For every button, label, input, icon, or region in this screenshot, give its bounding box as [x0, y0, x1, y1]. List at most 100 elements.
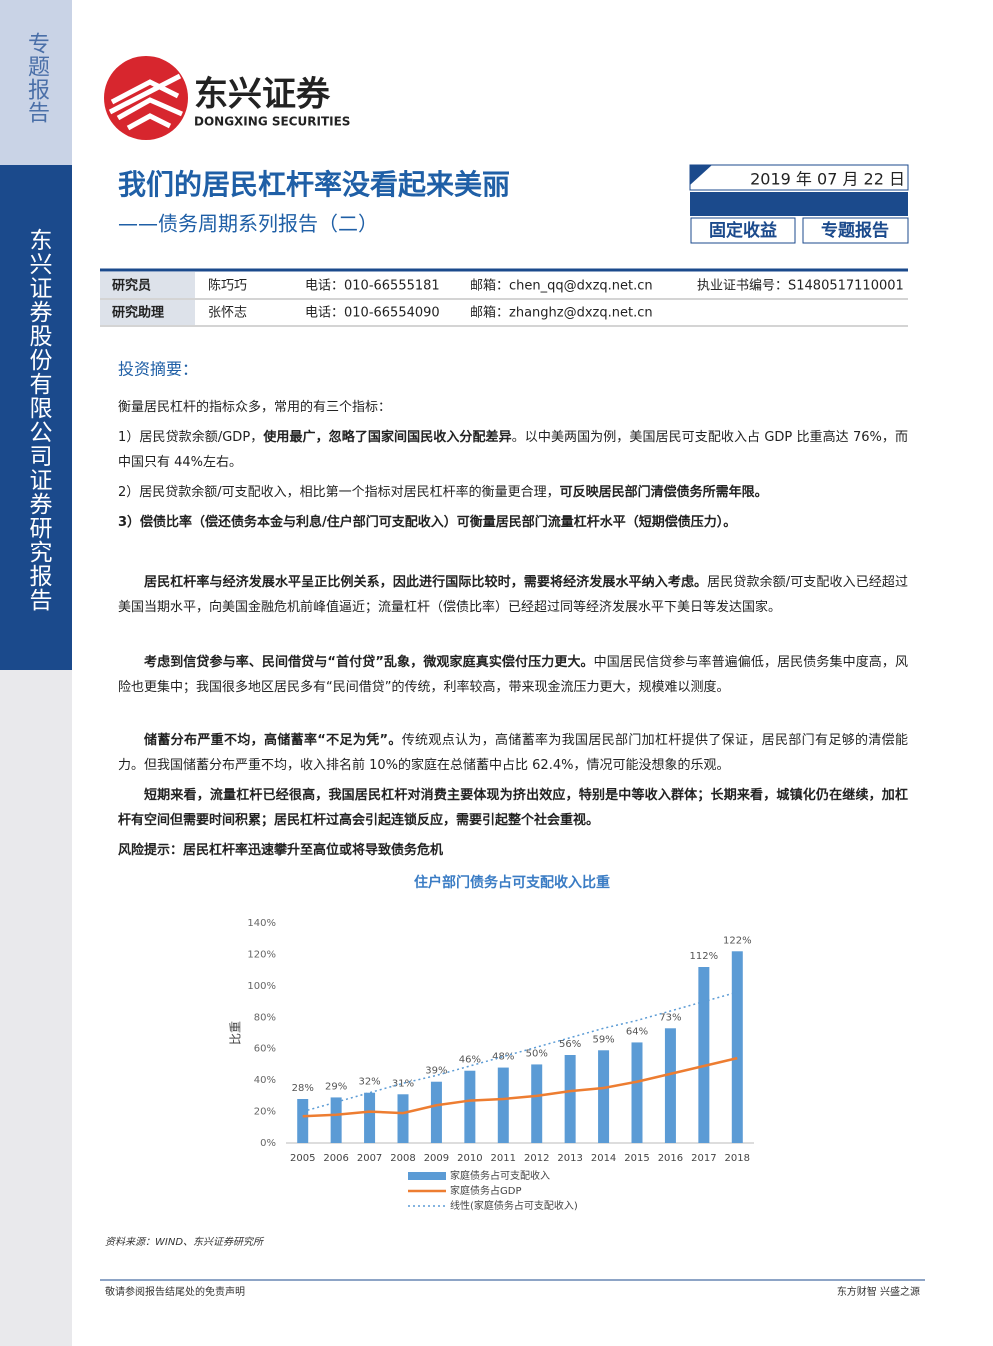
text-run: 3）偿债比率（偿还债务本金与利息/住户部门可支配收入）可衡量居民部门流量杠杆水平… [118, 515, 737, 530]
value-label: 29% [325, 1081, 347, 1092]
legend-swatch [408, 1172, 446, 1180]
x-tick-label: 2007 [357, 1153, 382, 1164]
sidebar-tag: 专题报告 [24, 32, 49, 124]
text-run: 储蓄分布严重不均，高储蓄率“不足为凭”。 [144, 733, 402, 748]
value-label: 73% [659, 1012, 681, 1023]
tag: 专题报告 [821, 220, 889, 241]
paragraph: 短期来看，流量杠杆已经很高，我国居民杠杆对消费主要体现为挤出效应，特别是中等收入… [118, 783, 908, 833]
bar [731, 951, 743, 1143]
tag-box [802, 217, 909, 244]
x-tick-label: 2018 [725, 1153, 750, 1164]
date-corner [690, 165, 712, 185]
bar [631, 1042, 643, 1143]
sidebar-bottom [0, 670, 72, 1346]
value-label: 32% [358, 1077, 380, 1088]
text-run: 衡量居民杠杆的指标众多，常用的有三个指标： [118, 400, 392, 415]
legend-label: 线性(家庭债务占可支配收入) [450, 1199, 578, 1212]
sidebar-company: 东兴证券股份有限公司证券研究报告 [25, 228, 51, 612]
bar [531, 1064, 543, 1143]
y-axis-label: 比重 [229, 1021, 243, 1045]
paragraph: 居民杠杆率与经济发展水平呈正比例关系，因此进行国际比较时，需要将经济发展水平纳入… [118, 570, 908, 620]
y-tick-label: 120% [247, 949, 276, 960]
x-tick-label: 2013 [557, 1153, 582, 1164]
value-label: 50% [526, 1048, 548, 1059]
logo-cn: 东兴证券 [194, 75, 331, 115]
y-tick-label: 40% [254, 1075, 276, 1086]
bar [698, 967, 710, 1143]
value-label: 46% [459, 1055, 481, 1066]
analyst-cell: 电话：010-66554090 [305, 306, 440, 321]
bar [598, 1050, 610, 1143]
text-run: 考虑到信贷参与率、民间借贷与“首付贷”乱象，微观家庭真实偿付压力更大。 [144, 655, 594, 670]
text-run: 中国居民信贷参与率普遍偏低，居民债务集中度高，风险也更集中；我国很多地区居民多有… [118, 655, 908, 695]
logo-en: DONGXING SECURITIES [194, 115, 350, 129]
table-label-bg [100, 300, 195, 325]
x-tick-label: 2010 [457, 1153, 482, 1164]
text-run: 可反映居民部门清偿债务所需年限。 [559, 485, 768, 500]
summary-heading: 投资摘要： [118, 360, 198, 379]
footer-left: 敬请参阅报告结尾处的免责声明 [105, 1285, 245, 1298]
line [302, 1056, 738, 1118]
analyst-cell: 邮箱：chen_qq@dxzq.net.cn [470, 278, 653, 294]
analyst-cell: 张怀志 [208, 306, 247, 321]
analyst-cell: 电话：010-66555181 [305, 279, 440, 294]
analyst-cell: 执业证书编号：S1480517110001 [697, 279, 904, 294]
paragraph: 3）偿债比率（偿还债务本金与利息/住户部门可支配收入）可衡量居民部门流量杠杆水平… [118, 510, 908, 535]
paragraph: 风险提示：居民杠杆率迅速攀升至高位或将导致债务危机 [118, 838, 908, 863]
value-label: 39% [425, 1066, 447, 1077]
paragraph: 衡量居民杠杆的指标众多，常用的有三个指标： [118, 395, 908, 420]
text-run: 1）居民贷款余额/GDP， [118, 430, 264, 445]
line [302, 991, 738, 1113]
value-label: 28% [292, 1083, 314, 1094]
bar [330, 1097, 342, 1143]
bar [564, 1055, 576, 1143]
header-bar [690, 192, 908, 216]
x-tick-label: 2006 [323, 1153, 348, 1164]
y-tick-label: 100% [247, 981, 276, 992]
y-tick-label: 140% [247, 918, 276, 929]
legend-label: 家庭债务占GDP [450, 1184, 521, 1197]
paragraph: 考虑到信贷参与率、民间借贷与“首付贷”乱象，微观家庭真实偿付压力更大。中国居民信… [118, 650, 908, 700]
analyst-cell: 研究员 [112, 278, 151, 294]
value-label: 31% [392, 1078, 414, 1089]
y-tick-label: 60% [254, 1044, 276, 1055]
value-label: 56% [559, 1039, 581, 1050]
x-tick-label: 2015 [624, 1153, 649, 1164]
tag: 固定收益 [709, 220, 777, 241]
bar [664, 1028, 676, 1143]
sidebar-band [0, 165, 72, 670]
analyst-cell: 研究助理 [112, 305, 164, 321]
x-tick-label: 2005 [290, 1153, 315, 1164]
text-run: 。以中美两国为例，美国居民可支配收入占 GDP 比重高达 76%，而中国只有 4… [118, 430, 908, 470]
logo-mark [104, 56, 188, 140]
text-run: 2）居民贷款余额/可支配收入，相比第一个指标对居民杠杆率的衡量更合理， [118, 485, 560, 500]
paragraph: 1）居民贷款余额/GDP，使用最广，忽略了国家间国民收入分配差异。以中美两国为例… [118, 425, 908, 475]
value-label: 48% [492, 1052, 514, 1063]
x-tick-label: 2009 [424, 1153, 449, 1164]
chart-title: 住户部门债务占可支配收入比重 [414, 874, 610, 891]
y-tick-label: 80% [254, 1012, 276, 1023]
bar [364, 1092, 376, 1143]
x-tick-label: 2012 [524, 1153, 549, 1164]
source: 资料来源：WIND、东兴证券研究所 [105, 1236, 265, 1248]
text-run: 短期来看，流量杠杆已经很高，我国居民杠杆对消费主要体现为挤出效应，特别是中等收入… [118, 788, 908, 828]
x-tick-label: 2016 [658, 1153, 683, 1164]
text-run: 风险提示：居民杠杆率迅速攀升至高位或将导致债务危机 [118, 843, 444, 858]
paragraph: 储蓄分布严重不均，高储蓄率“不足为凭”。传统观点认为，高储蓄率为我国居民部门加杠… [118, 728, 908, 778]
bar [497, 1067, 509, 1143]
report-subtitle: ——债务周期系列报告（二） [118, 212, 378, 236]
text-run: 传统观点认为，高储蓄率为我国居民部门加杠杆提供了保证，居民部门有足够的清偿能力。… [118, 733, 908, 773]
bar [430, 1081, 442, 1143]
analyst-cell: 邮箱：zhanghz@dxzq.net.cn [470, 305, 653, 321]
bar [464, 1070, 476, 1143]
tag-box [690, 217, 796, 244]
legend-label: 家庭债务占可支配收入 [450, 1169, 550, 1182]
x-tick-label: 2011 [491, 1153, 516, 1164]
value-label: 64% [626, 1026, 648, 1037]
sidebar-top [0, 0, 72, 165]
paragraph: 2）居民贷款余额/可支配收入，相比第一个指标对居民杠杆率的衡量更合理，可反映居民… [118, 480, 908, 505]
x-tick-label: 2008 [390, 1153, 415, 1164]
x-tick-label: 2017 [691, 1153, 716, 1164]
bar [397, 1094, 409, 1143]
